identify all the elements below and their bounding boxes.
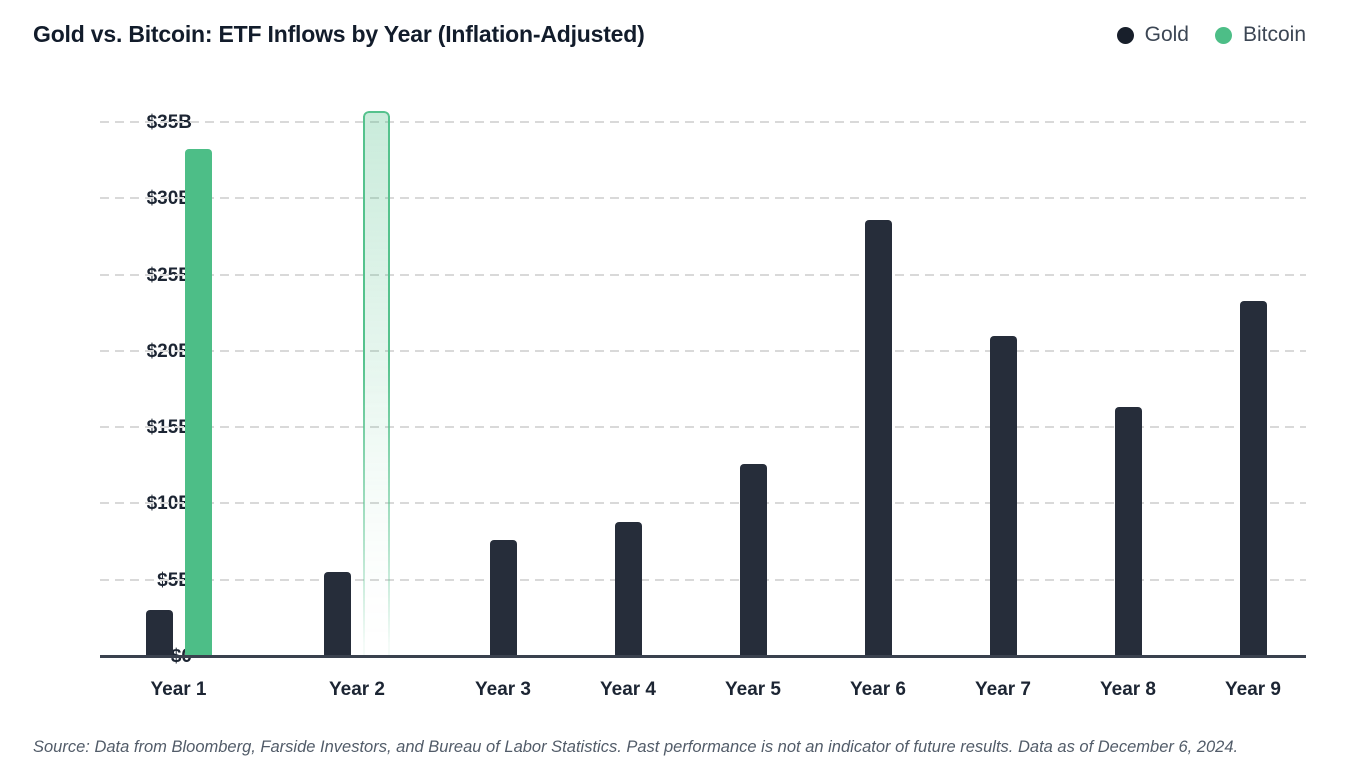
bar-gold-year-5 bbox=[739, 463, 767, 656]
gridline-$20b bbox=[100, 349, 1306, 352]
x-tick-label-year-8: Year 8 bbox=[1100, 679, 1156, 700]
bar-gold-year-2 bbox=[324, 572, 351, 656]
x-tick-label-year-1: Year 1 bbox=[150, 679, 207, 700]
x-tick-label-year-9: Year 9 bbox=[1225, 679, 1281, 700]
bar-bitcoin-year-2 bbox=[363, 111, 390, 656]
gridline-$25b bbox=[100, 273, 1306, 276]
gridline-$30b bbox=[100, 197, 1306, 200]
bar-gold-year-9 bbox=[1239, 300, 1267, 656]
bar-gold-year-3 bbox=[489, 540, 517, 656]
bar-bitcoin-year-1 bbox=[184, 149, 212, 656]
y-tick-label-$35b: $35B bbox=[146, 112, 192, 133]
x-tick-label-year-7: Year 7 bbox=[975, 679, 1031, 700]
x-tick-label-year-5: Year 5 bbox=[725, 679, 781, 700]
bar-gold-year-6 bbox=[864, 219, 892, 656]
x-tick-label-year-6: Year 6 bbox=[850, 679, 906, 700]
bar-gold-year-1 bbox=[145, 610, 173, 656]
source-note: Source: Data from Bloomberg, Farside Inv… bbox=[33, 738, 1239, 756]
bar-gold-year-4 bbox=[614, 521, 642, 656]
legend-label-gold: Gold bbox=[1144, 23, 1189, 46]
gridline-$10b bbox=[100, 502, 1306, 505]
gridline-$15b bbox=[100, 426, 1306, 429]
gridline-$35b bbox=[100, 121, 1306, 123]
x-tick-label-year-2: Year 2 bbox=[329, 679, 385, 700]
bar-gold-year-7 bbox=[989, 335, 1017, 656]
y-axis-tick-labels: $0 $5B $10B $15B $20B $25B $30B $35B bbox=[100, 0, 192, 667]
legend-item-gold: Gold bbox=[1116, 23, 1189, 47]
bitcoin-legend-dot-icon bbox=[1214, 26, 1232, 44]
x-axis-line bbox=[100, 655, 1306, 658]
gridline-$5b bbox=[100, 578, 1306, 581]
chart-title: Gold vs. Bitcoin: ETF Inflows by Year (I… bbox=[33, 21, 645, 47]
legend-label-bitcoin: Bitcoin bbox=[1242, 23, 1306, 46]
legend-item-bitcoin: Bitcoin bbox=[1214, 23, 1306, 47]
bar-chart-plot-area: $0 $5B $10B $15B $20B $25B $30B $35B bbox=[100, 0, 1306, 667]
x-tick-label-year-3: Year 3 bbox=[475, 679, 531, 700]
legend: Gold Bitcoin bbox=[1116, 23, 1306, 47]
gold-legend-dot-icon bbox=[1116, 26, 1134, 44]
x-tick-label-year-4: Year 4 bbox=[600, 679, 656, 700]
bar-gold-year-8 bbox=[1114, 407, 1142, 656]
